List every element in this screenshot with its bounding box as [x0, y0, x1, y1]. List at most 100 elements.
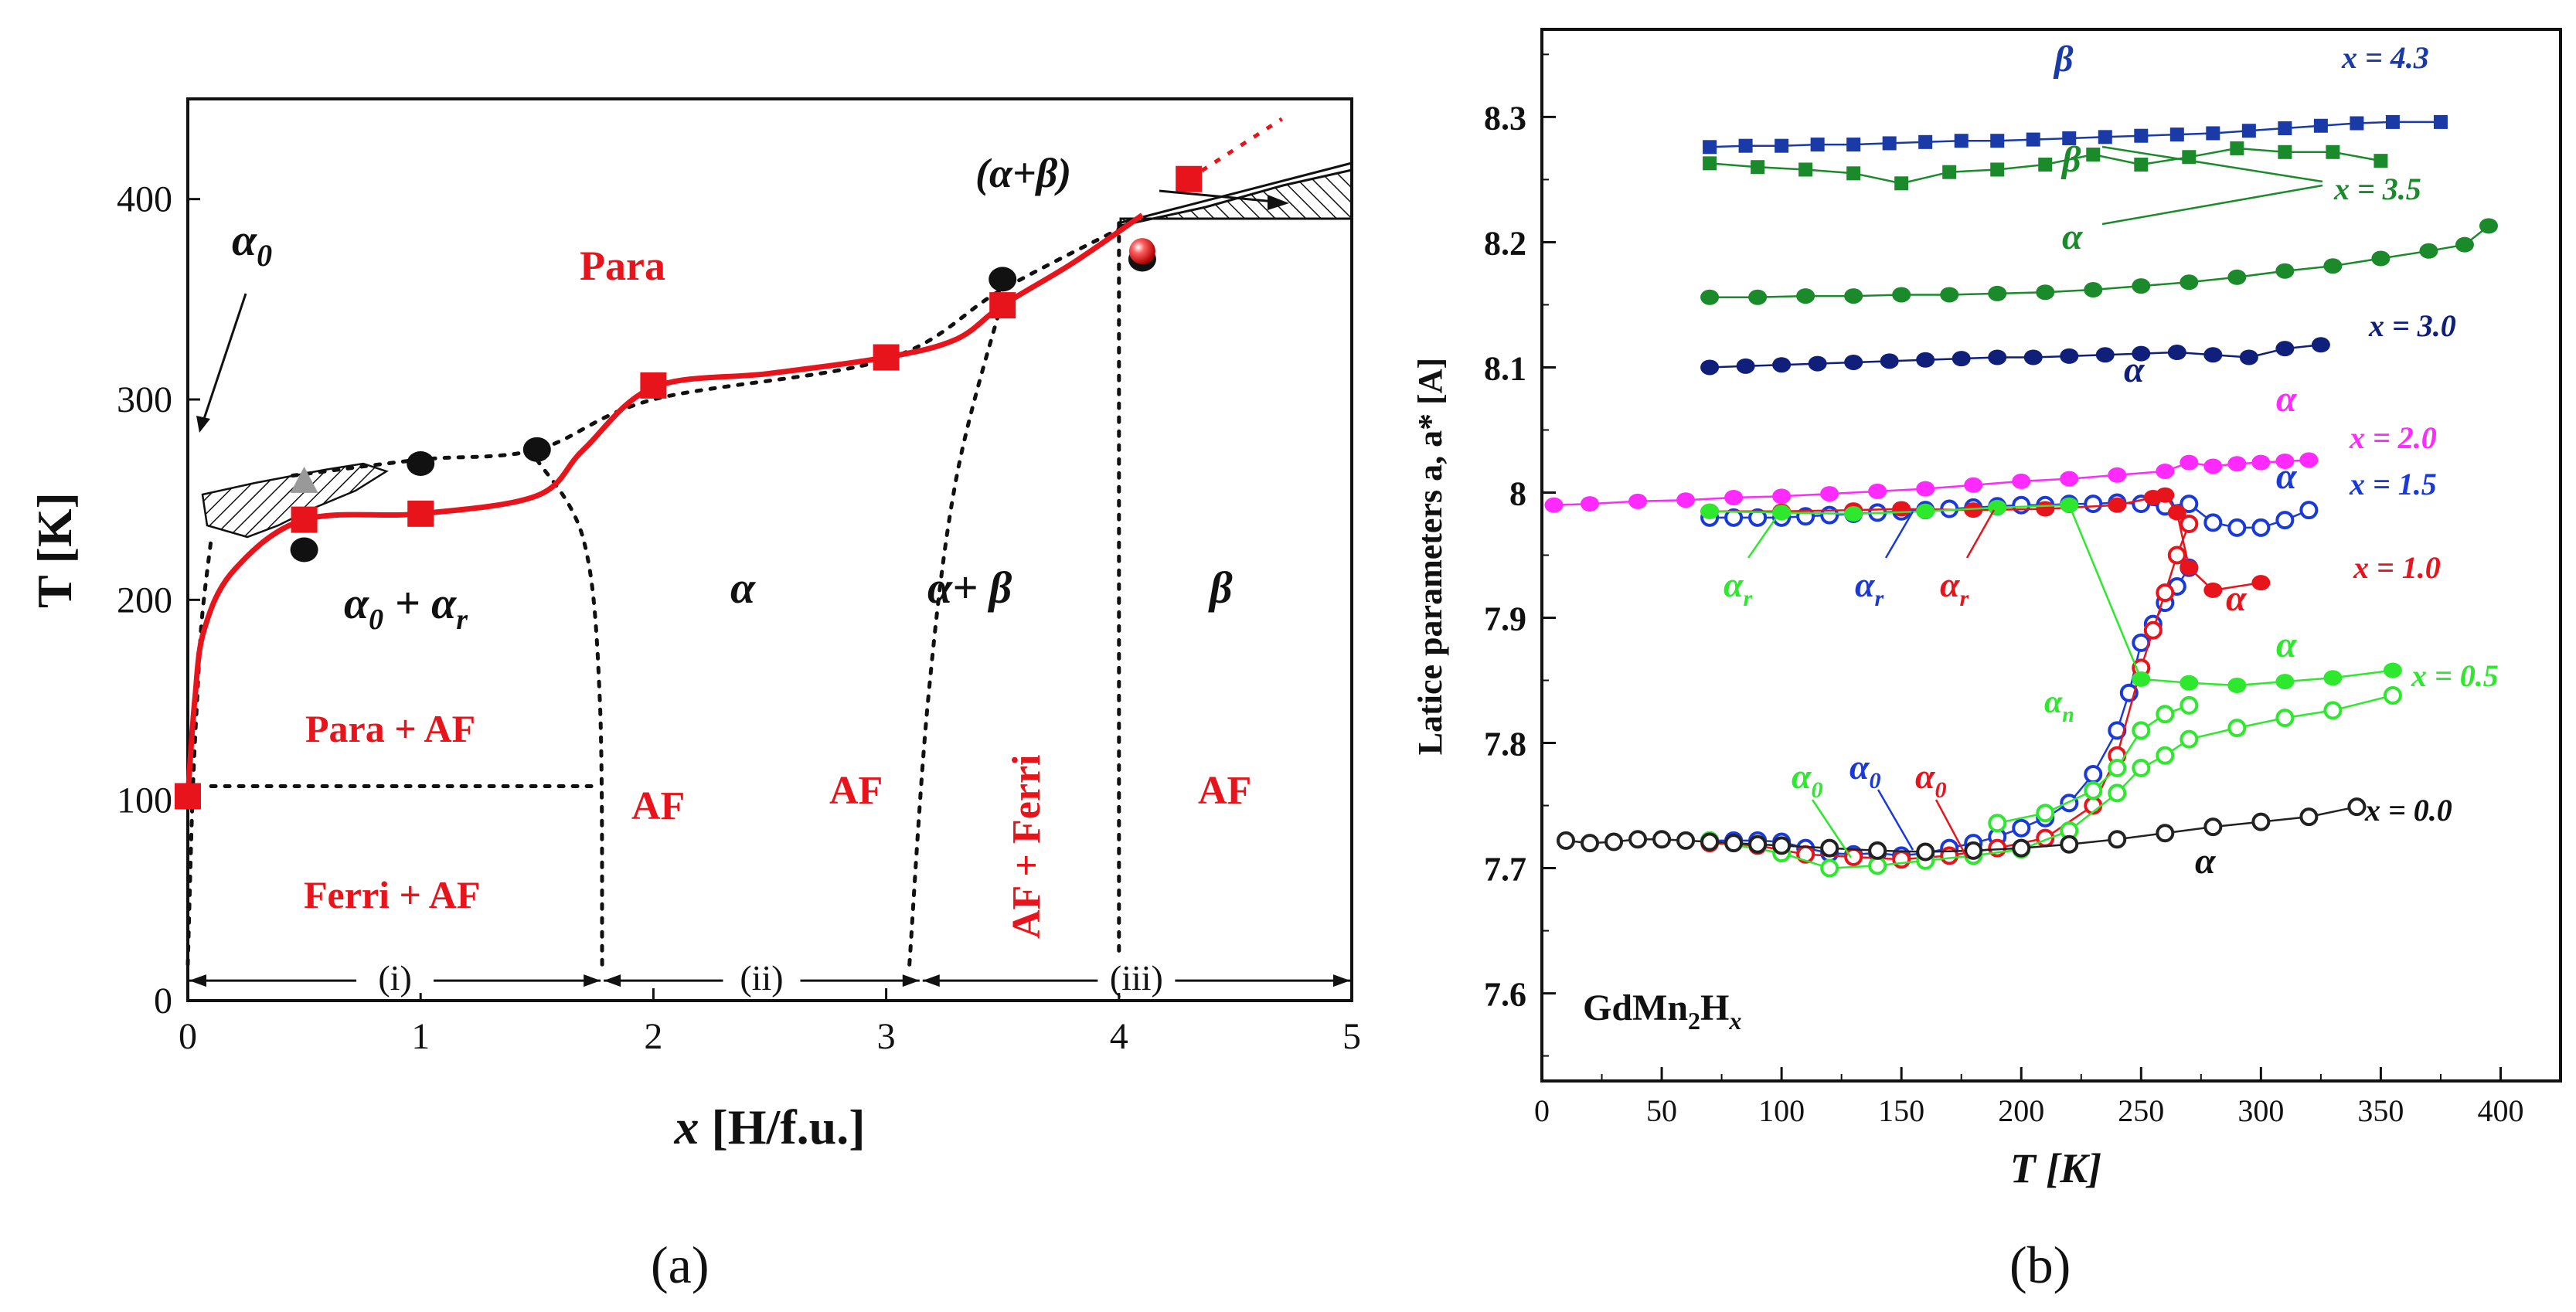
label-alpha-n: αn: [2044, 685, 2074, 727]
data-point-circle: [2180, 274, 2199, 291]
panel-a: 0 1 2 3 4 5 0 100 200 300 400 (i) (ii) (iii) α0 Para…: [27, 97, 1361, 1294]
red-transition-curve: [185, 212, 1144, 797]
y-tick-label: 0: [154, 981, 172, 1021]
data-point-open: [2156, 705, 2175, 724]
range-arrowhead: [584, 974, 601, 987]
arrow-alpha0-head: [196, 416, 210, 433]
label-x35: x = 3.5: [2333, 172, 2421, 206]
data-point-square: [2230, 141, 2244, 155]
data-point-open: [2012, 818, 2031, 838]
data-point-circle: [2095, 347, 2115, 363]
data-point-open: [1581, 834, 1600, 853]
leader-a0-blue: [1877, 789, 1914, 851]
data-point-square: [2098, 130, 2112, 144]
x-tick-label: 150: [1878, 1093, 1924, 1128]
data-point-circle: [1581, 496, 1600, 512]
panel-a-frame: [186, 97, 1353, 1002]
data-point-open: [1916, 842, 1935, 862]
panel-a-points: [175, 165, 1203, 810]
label-beta-35: β: [2060, 139, 2081, 180]
data-point-open: [2156, 583, 2175, 603]
boundary-region-ii-edge: [907, 297, 1005, 967]
data-point-circle: [1748, 289, 1768, 305]
red-dotted-extension: [1187, 117, 1283, 181]
range-label-bg: [356, 957, 434, 994]
data-point-circle: [2275, 263, 2295, 279]
label-x00: x = 0.0: [2364, 793, 2452, 828]
x-tick-label: 3: [877, 1016, 896, 1057]
data-point-open: [2036, 804, 2055, 823]
data-point-square: [1798, 162, 1813, 177]
boundary-para-top: [291, 221, 1133, 478]
y-tick-label: 400: [117, 179, 172, 220]
data-point-open: [2132, 721, 2151, 740]
y-tick-label: 8.2: [1484, 224, 1526, 262]
data-point-circle: [2156, 463, 2175, 479]
label-alpha: α: [730, 563, 756, 613]
label-alpha0: α0: [232, 215, 272, 273]
data-point-square: [1846, 166, 1861, 181]
data-point-circle: [1940, 287, 1959, 303]
data-point-open: [1820, 838, 1839, 858]
data-point-circle: [1808, 355, 1827, 372]
data-point-open: [2203, 513, 2223, 532]
y-tick-label: 200: [117, 580, 172, 620]
data-point-circle: [2275, 453, 2295, 469]
y-tick-label: 7.6: [1484, 976, 1526, 1014]
leader-a0-green: [1811, 799, 1853, 858]
label-af-3: AF: [1198, 769, 1251, 813]
data-point-circle: [2108, 497, 2127, 513]
range-label-bg: [1097, 957, 1176, 994]
data-point-circle: [2203, 582, 2223, 598]
data-point-square: [1990, 162, 2005, 177]
data-point-circle: [1916, 481, 1935, 497]
panel-b-ylabel: Latice parameters a, a* [A]: [1411, 358, 1449, 755]
data-point-open: [1628, 830, 1648, 849]
data-point-circle: [2203, 347, 2223, 363]
data-point-square: [640, 372, 667, 399]
leader-ar-green: [1747, 509, 1783, 559]
data-point-circle: [1844, 354, 1863, 370]
y-tick-label: 7.8: [1484, 726, 1526, 763]
label-para-af: Para + AF: [305, 707, 475, 750]
data-point-open: [2180, 729, 2199, 749]
panel-a-xlabel: x [H/f.u.]: [673, 1100, 865, 1154]
data-point-circle: [2371, 250, 2391, 267]
data-point-square: [873, 344, 900, 371]
data-point-open: [2227, 719, 2247, 738]
data-point-circle: [407, 450, 435, 476]
data-point-open: [2383, 685, 2402, 705]
data-point-circle: [2060, 348, 2079, 364]
panel-b-series: [1544, 114, 2498, 878]
data-point-circle: [2036, 501, 2055, 517]
data-point-circle: [1736, 358, 1755, 374]
data-point-open: [1988, 814, 2007, 833]
connector-alpha35: [2101, 184, 2323, 226]
data-point-circle: [2227, 456, 2247, 472]
leader-a0-red: [1935, 799, 1969, 858]
hatched-region-alpha-beta: [1119, 168, 1353, 227]
data-point-open: [1964, 841, 1983, 860]
y-tick-label: 7.9: [1484, 600, 1526, 638]
data-point-circle: [1772, 488, 1792, 505]
x-tick-label: 2: [644, 1016, 662, 1057]
data-point-square: [2313, 118, 2328, 133]
label-x30: x = 3.0: [2368, 308, 2456, 343]
range-label: (iii): [1110, 958, 1163, 998]
label-alpha-10: α: [2226, 578, 2248, 619]
label-beta: β: [1208, 563, 1233, 613]
data-point-open: [2323, 701, 2343, 720]
data-point-square: [2038, 157, 2053, 172]
data-point-open: [2012, 838, 2031, 858]
data-point-open: [2143, 620, 2163, 640]
label-alpha-15: α: [2276, 456, 2298, 497]
data-point-circle: [1988, 499, 2007, 515]
data-point-circle: [2275, 341, 2295, 357]
data-point-circle: [2251, 454, 2271, 471]
series-line: [1709, 694, 2394, 869]
data-point-square: [2385, 114, 2400, 129]
x-tick-label: 0: [179, 1016, 197, 1057]
data-point-square: [1775, 138, 1789, 153]
label-ferri-af: Ferri + AF: [304, 873, 480, 916]
panel-a-boundaries: [185, 117, 1353, 967]
